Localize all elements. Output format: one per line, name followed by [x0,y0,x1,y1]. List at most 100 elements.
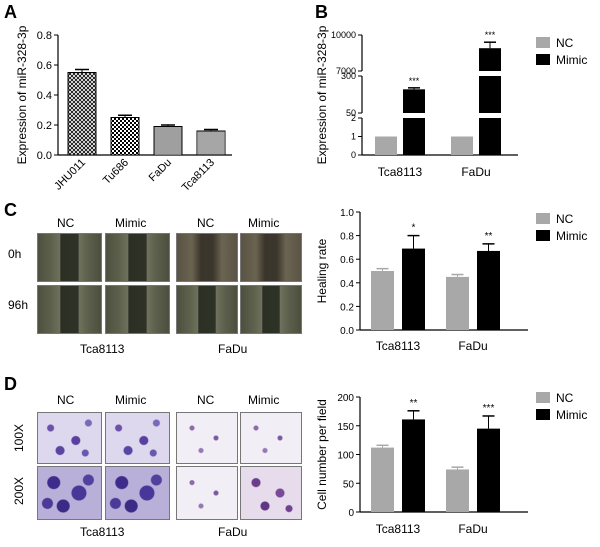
chart-b-ytick-label: 7000 [336,66,356,76]
chart-a-ytick-label: 0.8 [37,30,52,42]
transwell-image-tca8113-mimic-200x [105,466,170,520]
chart-b-legend-swatch [536,54,550,65]
chart-d-xtick-label: FaDu [458,522,487,536]
chart-d-ytick-label: 50 [343,479,355,490]
chart-d-bar-nc [446,469,469,512]
chart-d-bar-mimic [477,428,500,512]
chart-d-bar-nc [371,447,394,512]
transwell-image-tca8113-nc-200x [37,466,102,520]
wound-col-label-4: Mimic [248,216,280,230]
chart-a-xtick-label: FaDu [147,157,175,185]
chart-c-xtick-label: FaDu [458,339,487,353]
chart-c-significance: * [412,223,416,234]
chart-c-ytick-label: 0.0 [340,326,354,337]
chart-c-legend-label: NC [556,212,574,226]
panel-letter-a: A [4,2,17,22]
chart-d-legend-swatch [536,409,550,420]
chart-a-xtick-label: Tca8113 [180,157,217,194]
transwell-group-label-tca8113: Tca8113 [80,525,125,539]
chart-c-healing-rate: 0.0 0.2 0.4 0.6 0.8 1.0 Healing rate * Tca8113 **… [315,208,587,353]
chart-d-xtick-label: Tca8113 [376,522,421,536]
panel-letter-d: D [4,374,17,394]
wound-group-label-tca8113: Tca8113 [80,342,125,356]
wound-image-tca8113-mimic-0h [105,233,170,282]
chart-c-ytick-label: 0.2 [340,302,354,313]
chart-c-legend-swatch [536,213,550,224]
chart-c-legend-swatch [536,230,550,241]
wound-image-tca8113-mimic-96h [105,285,170,334]
chart-b-xtick-label: FaDu [461,165,490,179]
chart-c-bar-mimic [477,250,500,330]
chart-a-ytick-label: 0.6 [37,60,52,72]
chart-d-legend-swatch [536,392,550,403]
chart-b-bar-mimic [403,89,425,113]
chart-d-significance: ** [410,398,418,409]
chart-c-bar-mimic [402,248,425,330]
transwell-col-label-3: NC [197,393,215,407]
wound-image-tca8113-nc-96h [37,285,102,334]
chart-a-bar [110,117,140,156]
chart-b-ytick-label: 0 [351,150,356,160]
chart-a-ytick-label: 0.0 [37,150,52,162]
wound-image-tca8113-nc-0h [37,233,102,282]
transwell-image-fadu-nc-100x [176,412,238,464]
chart-d-ytick-label: 200 [337,393,354,404]
chart-c-legend-label: Mimic [556,229,587,243]
chart-b-ytick-label: 300 [341,71,356,81]
chart-c-bar-nc [446,276,469,330]
chart-a-ytick-label: 0.4 [37,90,52,102]
chart-a-ylabel: Expression of miR-328-3p [15,25,29,164]
transwell-row-label-200x: 200X [12,476,26,505]
wound-col-label-1: NC [57,216,75,230]
chart-a-xtick-label: JHU011 [52,157,88,193]
chart-b-bar-nc [375,136,397,155]
chart-b-significance: *** [409,76,420,86]
wound-col-label-3: NC [197,216,215,230]
transwell-image-fadu-mimic-100x [240,412,302,464]
chart-c-ytick-label: 0.4 [340,279,354,290]
chart-d-ylabel: Cell number per field [315,399,329,510]
wound-row-label-0h: 0h [8,247,22,261]
chart-d-ytick-label: 150 [337,422,354,433]
transwell-col-label-4: Mimic [248,393,280,407]
chart-c-bar-nc [371,271,394,330]
chart-c-ytick-label: 0.8 [340,232,354,243]
chart-d-significance: *** [483,403,495,414]
chart-a-bar [67,72,97,156]
panel-letter-b: B [315,2,328,22]
chart-a-xtick-label: Tu686 [101,157,131,187]
chart-d-legend-label: NC [556,391,574,405]
chart-c-ytick-label: 1.0 [340,208,354,219]
chart-b-ytick-label: 50 [346,108,356,118]
chart-d-bar-mimic [402,419,425,512]
transwell-image-tca8113-nc-100x [37,412,102,464]
chart-a-expression: 0.0 0.2 0.4 0.6 0.8 Expression of miR-328-3p J… [15,25,232,194]
chart-b-bar-nc [451,136,473,155]
chart-a-bar [153,126,183,156]
transwell-col-label-1: NC [57,393,75,407]
wound-image-fadu-mimic-96h [240,285,302,334]
chart-c-ytick-label: 0.6 [340,255,354,266]
chart-b-ylabel: Expression of miR-328-3p [315,25,329,164]
chart-a-bar [196,130,226,156]
wound-col-label-2: Mimic [115,216,147,230]
chart-d-cell-number: 0 50 100 150 200 Cell number per field ** Tca81… [315,391,587,536]
chart-b-ytick-label: 10000 [331,30,356,40]
transwell-col-label-2: Mimic [115,393,147,407]
chart-b-bar-mimic [479,118,501,155]
transwell-row-label-100x: 100X [12,423,26,452]
chart-b-legend-label: Mimic [556,53,587,67]
wound-image-fadu-nc-96h [176,285,238,334]
panel-letter-c: C [4,200,17,220]
chart-d-ytick-label: 0 [348,508,354,519]
chart-d-legend-label: Mimic [556,408,587,422]
chart-b-significance: *** [485,30,496,40]
chart-d-ytick-label: 100 [337,451,354,462]
wound-row-label-96h: 96h [8,298,29,312]
wound-group-label-fadu: FaDu [218,342,248,356]
chart-c-ylabel: Healing rate [315,238,329,303]
transwell-group-label-fadu: FaDu [218,525,248,539]
transwell-image-fadu-nc-200x [176,466,238,520]
chart-b-legend-label: NC [556,36,574,50]
